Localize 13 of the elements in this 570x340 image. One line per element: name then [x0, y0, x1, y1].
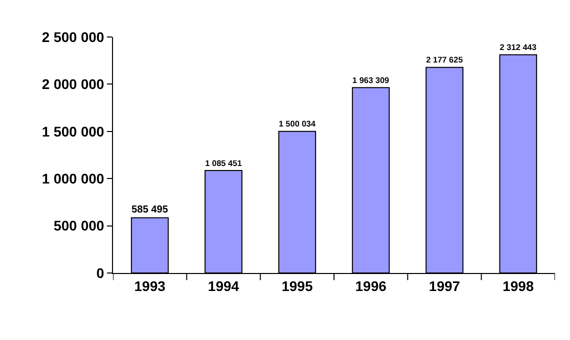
- x-tick-label: 1994: [208, 278, 240, 294]
- y-tick-label: 500 000: [54, 218, 104, 234]
- x-tick-label: 1996: [355, 278, 387, 294]
- y-tick-label: 1 000 000: [42, 170, 104, 186]
- x-tick-label: 1997: [428, 278, 460, 294]
- data-label: 585 495: [131, 204, 168, 216]
- x-tick-label: 1993: [134, 278, 166, 294]
- y-tick-label: 1 500 000: [42, 123, 104, 140]
- x-tick-label: 1995: [282, 278, 313, 294]
- y-tick-label: 0: [96, 264, 104, 281]
- x-tick-label: 1998: [502, 278, 534, 294]
- y-tick-label: 2 500 000: [42, 28, 104, 45]
- y-tick-label: 2 000 000: [42, 76, 104, 92]
